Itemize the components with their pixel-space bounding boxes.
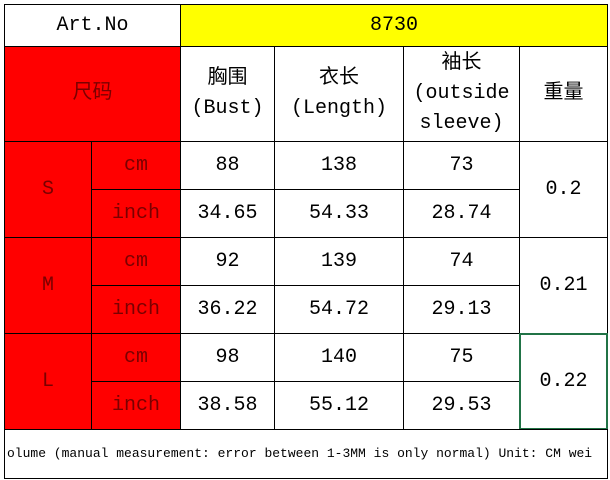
unit-label: cm <box>91 333 181 382</box>
column-header: 衣长 (Length) <box>274 46 404 142</box>
value-cell: 98 <box>180 333 275 382</box>
cell-text: S <box>41 177 54 201</box>
size-header: 尺码 <box>4 46 181 142</box>
unit-label: inch <box>91 381 181 430</box>
cell-text: 36.22 <box>197 297 258 321</box>
value-cell: 54.72 <box>274 285 404 334</box>
size-label: L <box>4 333 92 430</box>
cell-text: cm <box>123 345 148 369</box>
weight-cell: 0.21 <box>519 237 608 334</box>
cell-text: 尺码 <box>72 82 113 105</box>
cell-text: inch <box>111 297 160 321</box>
cell-text: 胸围 <box>207 67 248 90</box>
size-label: M <box>4 237 92 334</box>
cell-text: inch <box>111 201 160 225</box>
column-header: 胸围 (Bust) <box>180 46 275 142</box>
unit-label: cm <box>91 141 181 190</box>
cell-text: M <box>41 273 54 297</box>
art-label: Art.No <box>4 4 181 47</box>
value-cell: 28.74 <box>403 189 520 238</box>
cell-text: 衣长 <box>319 67 359 90</box>
cell-text: 袖长 <box>441 52 482 75</box>
unit-label: inch <box>91 189 181 238</box>
value-cell: 140 <box>274 333 404 382</box>
cell-text: (outside <box>413 82 510 105</box>
cell-text: (Length) <box>290 97 387 120</box>
cell-text: 29.53 <box>431 393 492 417</box>
value-cell: 138 <box>274 141 404 190</box>
cell-text: 重量 <box>543 82 584 105</box>
cell-text: 54.72 <box>308 297 369 321</box>
value-cell: 38.58 <box>180 381 275 430</box>
cell-text: 55.12 <box>308 393 369 417</box>
cell-text: 92 <box>215 249 240 273</box>
value-cell: 55.12 <box>274 381 404 430</box>
art-value: 8730 <box>180 4 608 47</box>
column-header: 袖长 (outside sleeve) <box>403 46 520 142</box>
cell-text: 0.2 <box>545 177 582 201</box>
value-cell: 29.53 <box>403 381 520 430</box>
note: olume (manual measurement: error between… <box>4 429 608 479</box>
cell-text: 8730 <box>369 13 418 37</box>
value-cell: 73 <box>403 141 520 190</box>
cell-text: L <box>41 369 54 393</box>
cell-text: 54.33 <box>308 201 369 225</box>
unit-label: cm <box>91 237 181 286</box>
column-header: 重量 <box>519 46 608 142</box>
weight-cell: 0.22 <box>519 333 608 430</box>
cell-text: 140 <box>320 345 357 369</box>
cell-text: 74 <box>449 249 474 273</box>
cell-text: 34.65 <box>197 201 258 225</box>
cell-text: sleeve) <box>419 112 504 135</box>
value-cell: 29.13 <box>403 285 520 334</box>
size-label: S <box>4 141 92 238</box>
cell-text: Art.No <box>56 13 129 37</box>
cell-text: 73 <box>449 153 474 177</box>
weight-cell: 0.2 <box>519 141 608 238</box>
value-cell: 75 <box>403 333 520 382</box>
cell-text: cm <box>123 249 148 273</box>
cell-text: 0.21 <box>539 273 588 297</box>
value-cell: 34.65 <box>180 189 275 238</box>
cell-text: (Bust) <box>191 97 264 120</box>
value-cell: 88 <box>180 141 275 190</box>
value-cell: 54.33 <box>274 189 404 238</box>
cell-text: inch <box>111 393 160 417</box>
cell-text: 28.74 <box>431 201 492 225</box>
value-cell: 139 <box>274 237 404 286</box>
value-cell: 92 <box>180 237 275 286</box>
cell-text: 75 <box>449 345 474 369</box>
value-cell: 74 <box>403 237 520 286</box>
cell-text: 38.58 <box>197 393 258 417</box>
cell-text: 0.22 <box>539 369 588 393</box>
cell-text: olume (manual measurement: error between… <box>7 446 593 461</box>
cell-text: 29.13 <box>431 297 492 321</box>
cell-text: 138 <box>320 153 357 177</box>
cell-text: 88 <box>215 153 240 177</box>
cell-text: 139 <box>320 249 357 273</box>
value-cell: 36.22 <box>180 285 275 334</box>
cell-text: 98 <box>215 345 240 369</box>
unit-label: inch <box>91 285 181 334</box>
cell-text: cm <box>123 153 148 177</box>
